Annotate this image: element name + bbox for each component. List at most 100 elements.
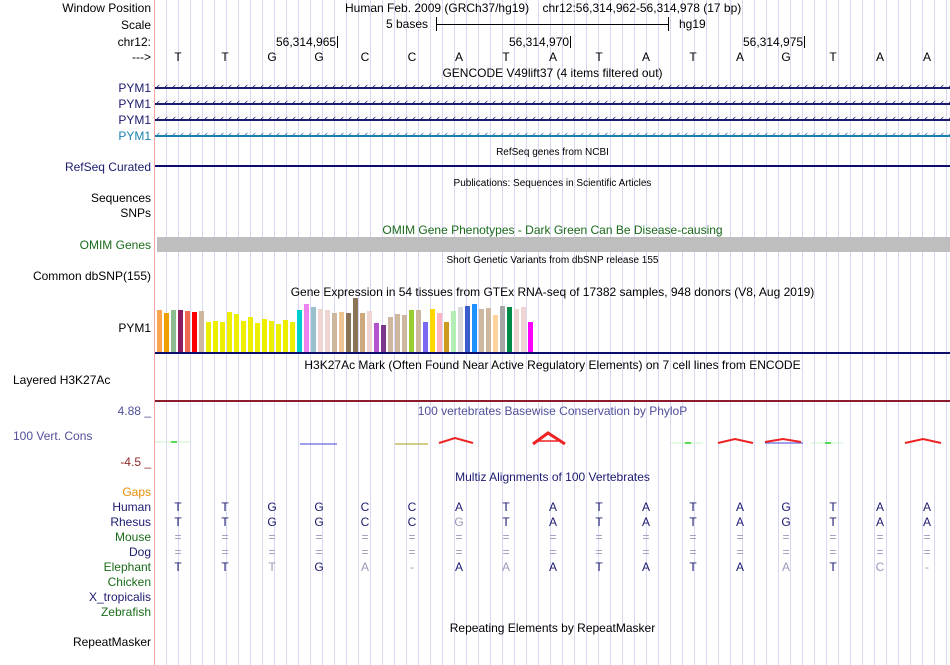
- species-label-chicken[interactable]: Chicken: [107, 575, 151, 589]
- gtex-tissue-bar[interactable]: [248, 317, 253, 352]
- alignment-base: G: [314, 560, 324, 574]
- strand-arrow-icon: ‹: [252, 112, 257, 125]
- gencode-gene-line-4[interactable]: [155, 135, 950, 137]
- gtex-tissue-bar[interactable]: [185, 311, 190, 352]
- gtex-track-label[interactable]: PYM1: [118, 321, 151, 335]
- gtex-tissue-bar[interactable]: [409, 310, 414, 352]
- strand-arrow-icon: ‹: [772, 96, 777, 109]
- h3k27ac-signal-line[interactable]: [155, 400, 950, 402]
- omim-gene-bar[interactable]: [157, 237, 950, 252]
- gtex-tissue-bar[interactable]: [262, 319, 267, 352]
- phylop-track-label[interactable]: 100 Vert. Cons: [13, 429, 93, 443]
- gtex-tissue-bar[interactable]: [486, 308, 491, 352]
- gtex-tissue-bar[interactable]: [255, 323, 260, 352]
- gtex-tissue-bar[interactable]: [493, 315, 498, 352]
- gtex-tissue-bar[interactable]: [374, 323, 379, 352]
- gtex-tissue-bar[interactable]: [234, 314, 239, 352]
- gencode-gene-line-1[interactable]: [155, 87, 950, 89]
- gtex-tissue-bar[interactable]: [423, 322, 428, 352]
- gtex-tissue-bar[interactable]: [276, 324, 281, 352]
- gtex-tissue-bar[interactable]: [388, 317, 393, 352]
- gtex-tissue-bar[interactable]: [269, 321, 274, 352]
- species-label-dog[interactable]: Dog: [128, 545, 151, 559]
- gtex-tissue-bar[interactable]: [192, 312, 197, 352]
- gtex-tissue-bar[interactable]: [164, 313, 169, 352]
- h3k27ac-track-label[interactable]: Layered H3K27Ac: [13, 373, 111, 387]
- gencode-gene-line-2[interactable]: [155, 103, 950, 105]
- gtex-tissue-bar[interactable]: [465, 306, 470, 352]
- strand-arrow-icon: ‹: [180, 128, 185, 141]
- gtex-tissue-bar[interactable]: [472, 304, 477, 352]
- gtex-tissue-bar[interactable]: [213, 321, 218, 352]
- gtex-tissue-bar[interactable]: [332, 313, 337, 352]
- gtex-tissue-bar[interactable]: [199, 311, 204, 352]
- omim-track-label[interactable]: OMIM Genes: [79, 238, 151, 252]
- gtex-tissue-bar[interactable]: [500, 306, 505, 352]
- gtex-tissue-bar[interactable]: [157, 310, 162, 352]
- phylop-wiggle[interactable]: [155, 428, 950, 450]
- species-label-rhesus[interactable]: Rhesus: [110, 515, 151, 529]
- strand-arrow-icon: ‹: [540, 80, 545, 93]
- gtex-tissue-bar[interactable]: [528, 322, 533, 352]
- strand-arrow-icon: ‹: [396, 128, 401, 141]
- gtex-tissue-bar[interactable]: [346, 313, 351, 352]
- repeatmasker-track-label[interactable]: RepeatMasker: [72, 635, 151, 649]
- gtex-tissue-bar[interactable]: [318, 309, 323, 352]
- track-image-area[interactable]: Human Feb. 2009 (GRCh37/hg19) chr12:56,3…: [155, 0, 950, 665]
- gtex-tissue-bar[interactable]: [360, 313, 365, 352]
- species-label-x_tropicalis[interactable]: X_tropicalis: [88, 590, 151, 604]
- species-label-mouse[interactable]: Mouse: [114, 530, 151, 544]
- gtex-tissue-bar[interactable]: [437, 313, 442, 352]
- publications-snps-label[interactable]: SNPs: [120, 206, 151, 220]
- gtex-tissue-bar[interactable]: [521, 307, 526, 352]
- gtex-tissue-bar[interactable]: [241, 321, 246, 352]
- gencode-item-label-1[interactable]: PYM1: [118, 81, 151, 95]
- gtex-tissue-bar[interactable]: [283, 320, 288, 352]
- species-label-human[interactable]: Human: [112, 500, 151, 514]
- gtex-tissue-bar[interactable]: [451, 311, 456, 352]
- gtex-tissue-bar[interactable]: [297, 310, 302, 352]
- gtex-tissue-bar[interactable]: [444, 322, 449, 352]
- gencode-item-label-2[interactable]: PYM1: [118, 97, 151, 111]
- strand-arrow-icon: ‹: [204, 128, 209, 141]
- gtex-tissue-bar[interactable]: [395, 314, 400, 352]
- species-label-zebrafish[interactable]: Zebrafish: [100, 605, 151, 619]
- gtex-tissue-bar[interactable]: [290, 322, 295, 352]
- dbsnp-track-label[interactable]: Common dbSNP(155): [32, 269, 151, 283]
- gtex-tissue-bar[interactable]: [416, 310, 421, 352]
- gtex-tissue-bar[interactable]: [507, 307, 512, 352]
- multiz-gaps-label[interactable]: Gaps: [122, 485, 151, 499]
- gtex-bar-chart[interactable]: [155, 298, 555, 352]
- gtex-tissue-bar[interactable]: [325, 310, 330, 352]
- gtex-tissue-bar[interactable]: [479, 309, 484, 352]
- gtex-tissue-bar[interactable]: [171, 310, 176, 352]
- species-label-elephant[interactable]: Elephant: [103, 560, 151, 574]
- gencode-item-label-4[interactable]: PYM1: [118, 129, 151, 143]
- gtex-tissue-bar[interactable]: [402, 315, 407, 352]
- gtex-tissue-bar[interactable]: [227, 312, 232, 352]
- gtex-tissue-bar[interactable]: [514, 309, 519, 352]
- publications-sequences-label[interactable]: Sequences: [90, 191, 151, 205]
- gtex-tissue-bar[interactable]: [311, 307, 316, 352]
- gtex-tissue-bar[interactable]: [178, 310, 183, 352]
- gencode-gene-line-3[interactable]: [155, 119, 950, 121]
- gtex-tissue-bar[interactable]: [381, 325, 386, 352]
- gtex-tissue-bar[interactable]: [206, 322, 211, 352]
- refseq-gene-line[interactable]: [155, 165, 950, 167]
- gencode-item-label-3[interactable]: PYM1: [118, 113, 151, 127]
- gtex-tissue-bar[interactable]: [367, 311, 372, 352]
- gtex-tissue-bar[interactable]: [220, 322, 225, 352]
- strand-arrow-icon: ‹: [700, 80, 705, 93]
- gtex-tissue-bar[interactable]: [339, 312, 344, 352]
- strand-arrow-icon: ‹: [868, 80, 873, 93]
- gtex-tissue-bar[interactable]: [304, 304, 309, 352]
- gtex-tissue-bar[interactable]: [353, 298, 358, 352]
- gtex-tissue-bar[interactable]: [458, 307, 463, 352]
- strand-arrow-icon: ‹: [812, 128, 817, 141]
- sequence-base: T: [595, 50, 603, 64]
- strand-arrow-icon: ‹: [620, 112, 625, 125]
- gtex-tissue-bar[interactable]: [430, 309, 435, 352]
- scale-bar-left-tick: [436, 17, 437, 31]
- refseq-track-label[interactable]: RefSeq Curated: [64, 160, 151, 174]
